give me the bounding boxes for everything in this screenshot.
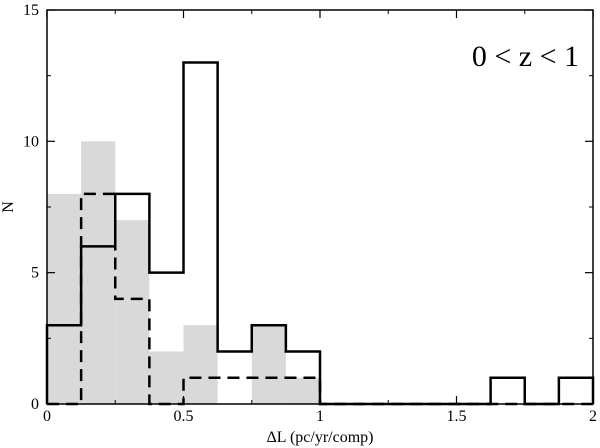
y-tick-label: 15 — [23, 2, 39, 19]
x-tick-label: 1.5 — [447, 408, 467, 425]
y-tick-label: 0 — [31, 396, 39, 413]
ticks-layer: 0 0.5 1 1.5 2 0 5 10 15 — [23, 2, 597, 425]
gray-bar — [183, 325, 218, 404]
gray-bar — [115, 220, 150, 404]
y-axis-label: N — [0, 201, 17, 213]
y-tick-label: 5 — [31, 265, 39, 282]
x-tick-label: 2 — [589, 408, 597, 425]
x-tick-label: 0.5 — [174, 408, 194, 425]
gray-bar — [285, 377, 320, 404]
y-tick-label: 10 — [23, 133, 39, 150]
gray-bar — [149, 351, 184, 404]
gray-bar — [251, 325, 286, 404]
x-tick-label: 0 — [43, 408, 51, 425]
x-axis-label: ΔL (pc/yr/comp) — [267, 429, 374, 446]
gray-bar — [81, 141, 116, 405]
gray-bar — [47, 193, 82, 404]
redshift-annotation: 0 < z < 1 — [472, 40, 579, 73]
x-tick-label: 1 — [316, 408, 324, 425]
filled-bars-layer — [47, 141, 320, 405]
